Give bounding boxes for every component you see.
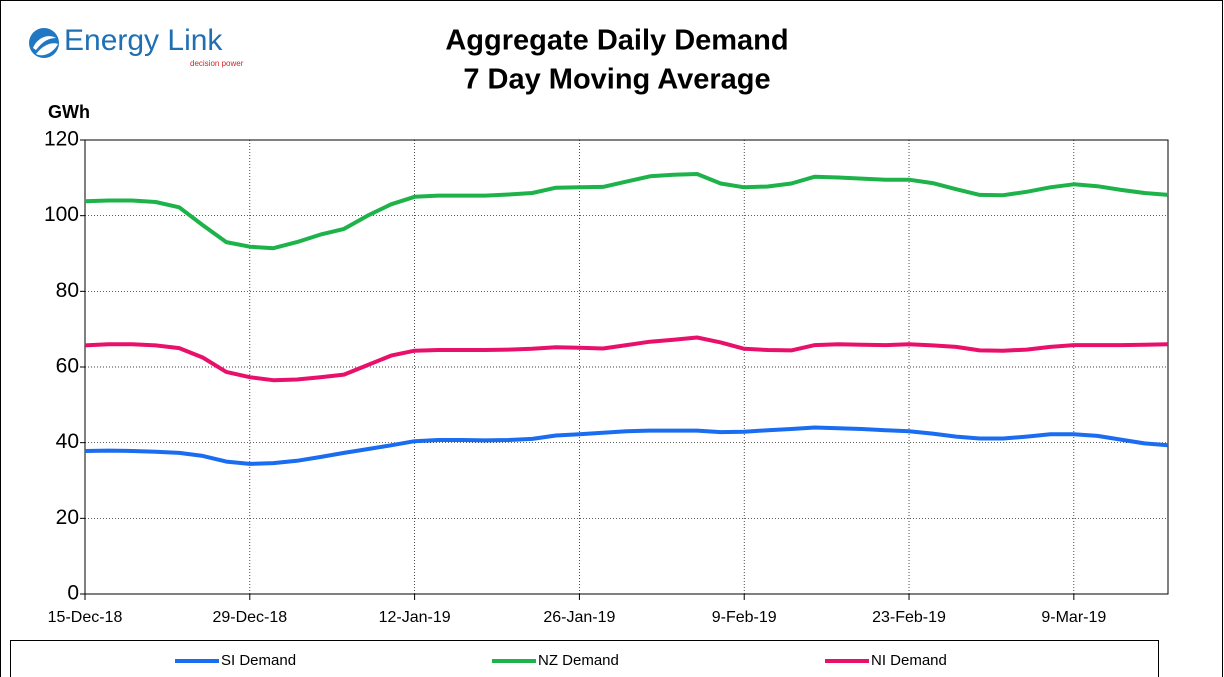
- y-tick-label: 0: [67, 582, 79, 605]
- legend-label: SI Demand: [221, 652, 296, 669]
- y-tick-label: 60: [56, 355, 79, 378]
- data-line: [84, 335, 1169, 383]
- y-tick-label: 100: [44, 203, 79, 226]
- y-tick-label: 20: [56, 506, 79, 529]
- legend-label: NZ Demand: [538, 652, 619, 669]
- plot-frame: [84, 139, 1169, 595]
- logo-name: Energy Link: [64, 24, 223, 57]
- x-tick-label: 9-Feb-19: [712, 609, 777, 626]
- logo: Energy Link decision power: [29, 24, 244, 68]
- x-tick-label: 29-Dec-18: [212, 609, 287, 626]
- chart-title: Aggregate Daily Demand: [445, 25, 788, 57]
- x-tick-label: 23-Feb-19: [872, 609, 946, 626]
- x-tick-label: 9-Mar-19: [1041, 609, 1106, 626]
- logo-tagline: decision power: [190, 59, 244, 68]
- x-tick-label: 12-Jan-19: [379, 609, 451, 626]
- y-tick-label: 80: [56, 279, 79, 302]
- data-line: [84, 172, 1169, 251]
- legend-box: [10, 640, 1159, 677]
- chart-subtitle: 7 Day Moving Average: [463, 64, 770, 96]
- x-tick-label: 15-Dec-18: [48, 609, 123, 626]
- x-tick-label: 26-Jan-19: [543, 609, 615, 626]
- legend-label: NI Demand: [871, 652, 947, 669]
- y-tick-label: 120: [44, 128, 79, 151]
- logo-swirl: [33, 36, 58, 56]
- y-axis-label: GWh: [48, 102, 90, 122]
- data-line: [84, 425, 1169, 466]
- y-tick-label: 40: [56, 430, 79, 453]
